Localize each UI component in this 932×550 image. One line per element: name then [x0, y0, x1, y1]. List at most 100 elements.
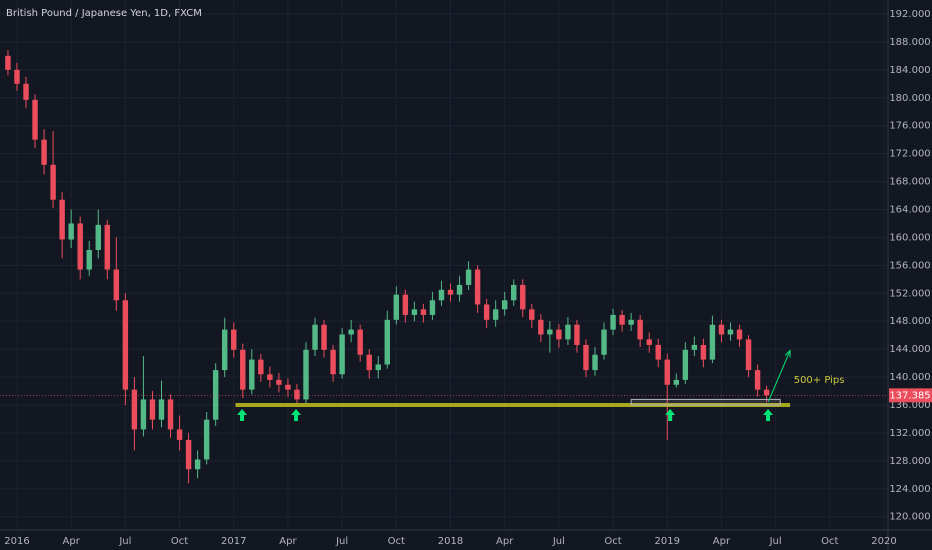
candle-body: [113, 269, 120, 301]
candle-body: [222, 329, 228, 371]
candle-body: [240, 349, 246, 390]
candle-body: [574, 324, 580, 345]
y-tick-label: 160.000: [889, 232, 930, 243]
candle-body: [646, 339, 652, 345]
candle-body: [655, 344, 661, 360]
candle-body: [547, 329, 553, 335]
candle-body: [601, 329, 607, 355]
candle-body: [619, 314, 625, 325]
candle-body: [276, 379, 282, 385]
x-tick-label: Jul: [552, 536, 565, 547]
projection-arrow: [767, 350, 791, 402]
candle-body: [321, 324, 327, 350]
candle-body: [149, 399, 156, 420]
grid: [0, 0, 888, 530]
candle-body: [727, 329, 734, 335]
y-tick-label: 176.000: [889, 121, 930, 132]
candle-body: [429, 300, 436, 315]
candle-body: [285, 384, 291, 390]
x-tick-label: Apr: [63, 536, 81, 547]
projection-arrowhead: [784, 349, 791, 358]
candle-body: [628, 319, 634, 325]
x-tick-label: 2019: [655, 536, 680, 547]
chart-title: British Pound / Japanese Yen, 1D, FXCM: [6, 8, 202, 19]
up-arrow: [665, 409, 676, 422]
candle-body: [167, 399, 174, 430]
candle-body: [411, 309, 418, 315]
candle-body: [384, 319, 390, 365]
candle-body: [682, 349, 689, 380]
candle-body: [249, 359, 255, 390]
candle-body: [447, 289, 454, 295]
x-tick-label: Apr: [279, 536, 297, 547]
y-tick-label: 188.000: [889, 37, 930, 48]
candle-body: [5, 55, 11, 70]
candle-body: [50, 164, 56, 200]
candle-body: [375, 364, 381, 371]
candle-body: [77, 223, 83, 270]
candle-body: [583, 344, 589, 371]
x-tick-label: Apr: [496, 536, 514, 547]
candle-body: [140, 399, 147, 430]
x-tick-label: Oct: [388, 536, 405, 547]
candle-body: [312, 324, 318, 350]
candle-body: [41, 139, 47, 165]
y-tick-label: 148.000: [889, 316, 930, 327]
x-tick-label: 2020: [871, 536, 896, 547]
candle-body: [754, 370, 761, 390]
last-price-label: 137.385: [889, 390, 930, 401]
y-tick-label: 192.000: [889, 9, 930, 20]
candle-body: [718, 324, 725, 335]
x-tick-label: 2018: [438, 536, 463, 547]
y-tick-label: 172.000: [889, 149, 930, 160]
candle-body: [95, 224, 101, 250]
candle-body: [267, 374, 273, 380]
candle-body: [511, 284, 517, 301]
x-tick-label: Apr: [713, 536, 731, 547]
candle-body: [203, 419, 210, 460]
candle-body: [348, 329, 354, 335]
candle-body: [709, 324, 716, 360]
y-tick-label: 136.000: [889, 400, 930, 411]
candle-body: [763, 389, 770, 396]
y-tick-label: 168.000: [889, 177, 930, 188]
candle-body: [366, 354, 372, 371]
candle-body: [420, 309, 427, 315]
candle-body: [736, 329, 743, 340]
candle-body: [176, 429, 183, 440]
candle-body: [194, 459, 201, 470]
up-arrow: [763, 409, 774, 422]
x-tick-label: Jul: [118, 536, 131, 547]
candle-body: [14, 69, 20, 84]
up-arrow: [237, 409, 248, 422]
candle-body: [68, 223, 74, 240]
candle-body: [86, 249, 92, 270]
x-tick-label: Jul: [769, 536, 782, 547]
candle-body: [637, 319, 643, 340]
y-tick-label: 140.000: [889, 372, 930, 383]
candle-body: [673, 379, 680, 385]
candle-body: [691, 344, 698, 350]
candle-body: [456, 284, 463, 295]
x-tick-label: 2017: [221, 536, 246, 547]
candle-body: [745, 339, 752, 371]
candle-body: [700, 344, 707, 360]
y-tick-label: 120.000: [889, 512, 930, 523]
y-tick-label: 144.000: [889, 344, 930, 355]
candle-body: [474, 269, 481, 305]
candle-body: [185, 439, 192, 470]
plot: [0, 50, 888, 484]
x-tick-label: Oct: [604, 536, 621, 547]
candle-body: [212, 370, 219, 420]
candle-body: [122, 300, 129, 390]
candle-body: [339, 334, 345, 375]
candle-body: [23, 83, 29, 100]
candle-body: [610, 314, 616, 330]
candle-body: [438, 289, 445, 301]
x-tick-label: 2016: [4, 536, 29, 547]
candle-body: [131, 389, 138, 430]
candle-body: [294, 389, 300, 400]
y-tick-label: 128.000: [889, 456, 930, 467]
candle-body: [664, 359, 670, 385]
